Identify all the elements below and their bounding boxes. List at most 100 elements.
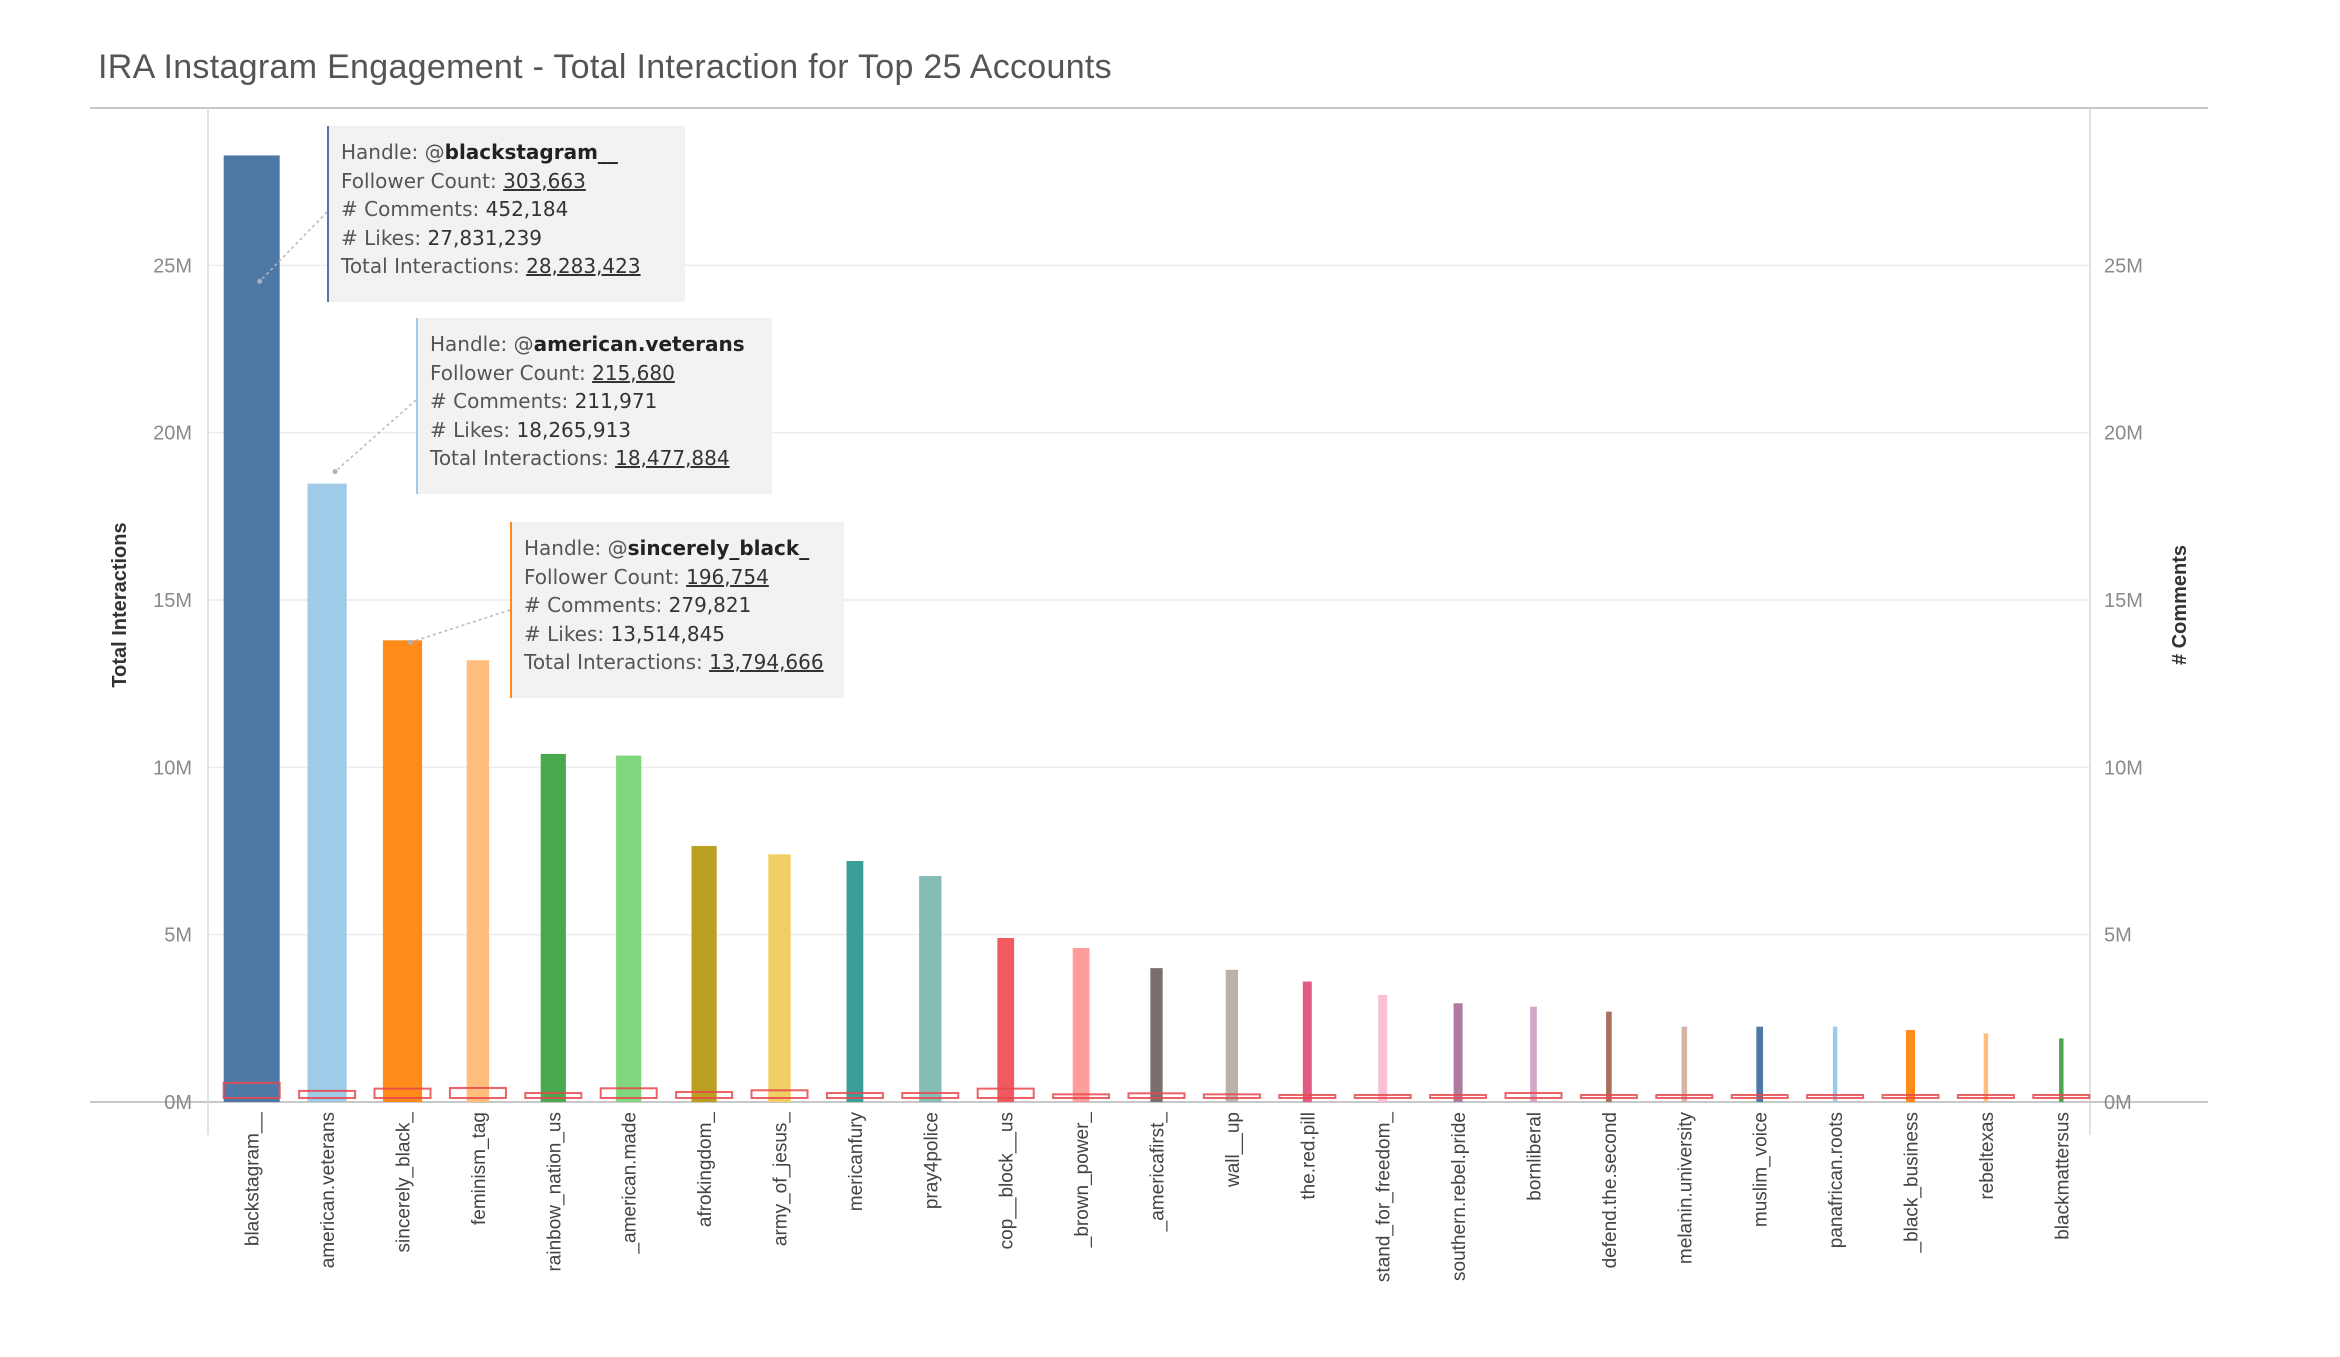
y2-tick-label: 0M [2104,1092,2132,1114]
tooltip-handle: blackstagram__ [444,140,618,164]
tooltip-likes-label: # Likes: [430,417,517,442]
tooltip-handle: sincerely_black_ [627,536,810,560]
bar-cop__block__us [997,938,1015,1102]
tooltip-handle-label: Handle: @ [524,536,628,560]
tooltip-comments-row: # Comments: 452,184 [341,195,669,224]
bar-pray4police [919,876,942,1102]
tooltip-total[interactable]: 28,283,423 [526,254,641,278]
comments-bar-_brown_power_ [1052,1093,1111,1099]
comments-bar-rebeltexas [1956,1094,2015,1099]
tooltip-followers-label: Follower Count: [341,168,504,193]
tooltip-followers-row: Follower Count: 215,680 [430,359,756,388]
tooltip-connector-dot [257,278,263,284]
bar-defend.the.second [1606,1011,1612,1102]
tooltip-connectors [257,211,511,645]
comments-bar-defend.the.second [1579,1094,1638,1099]
tooltip-comments-row: # Comments: 279,821 [524,591,828,620]
comments-bar-blackmattersus [2032,1094,2091,1099]
tooltip-connector-dot [408,639,413,645]
tooltip-connector [410,609,511,644]
category-label: blackstagram__ [243,1112,264,1247]
comments-bar-feminism_tag [448,1086,507,1099]
tooltip-likes-label: # Likes: [341,225,428,250]
bar-melanin.university [1681,1026,1688,1102]
tooltip-total-label: Total Interactions: [341,254,527,278]
tooltip-total[interactable]: 13,794,666 [709,650,824,674]
tooltip-followers-row: Follower Count: 303,663 [341,167,669,196]
category-label: sincerely_black_ [394,1112,415,1253]
comments-bar-bornliberal [1504,1091,1563,1100]
comments-bar-southern.rebel.pride [1429,1093,1488,1100]
tooltip-followers-row: Follower Count: 196,754 [524,563,828,592]
tooltip-total-row: Total Interactions: 18,477,884 [430,444,756,473]
comments-bar-cop__block__us [976,1087,1035,1099]
bar-blackstagram__ [223,155,280,1102]
tooltip-likes: 13,514,845 [610,621,726,646]
y-tick-label: 25M [153,255,192,277]
tooltip-handle-row: Handle: @american.veterans [430,330,756,359]
bar-army_of_jesus_ [768,854,791,1102]
bar-_brown_power_ [1072,948,1090,1102]
comments-bar-rainbow_nation_us [524,1091,583,1100]
bar-_americafirst_ [1150,968,1163,1102]
category-label: the.red.pill [1298,1112,1319,1200]
y2-tick-label: 25M [2104,255,2143,277]
bar-the.red.pill [1302,981,1312,1102]
category-label: stand_for_freedom_ [1374,1112,1395,1282]
category-label: defend.the.second [1600,1112,1621,1268]
tooltip-total[interactable]: 18,477,884 [615,446,730,470]
tooltip-connector-dot [332,469,338,475]
tooltip-total-row: Total Interactions: 13,794,666 [524,648,828,677]
tooltip-handle-label: Handle: @ [430,332,534,356]
bar-wall__up [1225,969,1239,1102]
tooltip-followers[interactable]: 303,663 [503,168,586,193]
tooltip-comments: 452,184 [485,197,569,221]
comments-bar-pray4police [901,1091,960,1100]
chart-frame [90,107,2208,1135]
tooltip-american-veterans: Handle: @american.veterans Follower Coun… [416,318,772,494]
comments-bar-mericanfury [825,1091,884,1100]
comments-bar-_black_business [1881,1093,1940,1100]
y2-axis-title: # Comments [2169,545,2191,665]
tooltip-blackstagram: Handle: @blackstagram__ Follower Count: … [327,126,685,302]
tooltip-followers[interactable]: 215,680 [592,360,675,385]
bar-muslim_voice [1756,1026,1764,1102]
tooltip-likes: 18,265,913 [516,417,632,442]
tooltip-comments-label: # Comments: [524,593,669,617]
comments-bar-army_of_jesus_ [750,1089,809,1100]
tooltip-accent-bar [416,318,418,494]
bars-total-interactions [223,155,2064,1103]
category-label: panafrican.roots [1826,1112,1847,1248]
bar-bornliberal [1530,1006,1537,1102]
comments-bar-_americafirst_ [1127,1092,1186,1099]
bar-rainbow_nation_us [540,753,566,1102]
bar-_black_business [1906,1030,1915,1102]
tooltip-followers-label: Follower Count: [524,564,687,589]
tooltip-handle-row: Handle: @sincerely_black_ [524,534,828,563]
tooltip-followers[interactable]: 196,754 [686,564,769,589]
bar-blackmattersus [2059,1038,2064,1102]
bar-sincerely_black_ [382,640,423,1102]
category-label: _black_business [1902,1112,1923,1253]
category-label: _american.made [620,1112,641,1255]
category-label: _americafirst_ [1148,1112,1169,1233]
category-label: muslim_voice [1751,1112,1772,1227]
category-label: rebeltexas [1977,1112,1998,1200]
category-label: rainbow_nation_us [544,1112,565,1272]
tooltip-total-label: Total Interactions: [430,446,616,470]
bar-feminism_tag [466,660,490,1102]
tooltip-comments-label: # Comments: [430,389,575,413]
comments-bar-the.red.pill [1278,1094,1337,1099]
tooltip-sincerely-black: Handle: @sincerely_black_ Follower Count… [510,522,844,698]
tooltip-likes: 27,831,239 [427,225,543,250]
bar-stand_for_freedom_ [1378,994,1388,1102]
bar-mericanfury [846,861,864,1102]
bar-southern.rebel.pride [1453,1003,1463,1102]
chart-title: IRA Instagram Engagement - Total Interac… [98,48,1112,86]
category-label: army_of_jesus_ [771,1112,792,1247]
tooltip-handle: american.veterans [533,332,745,356]
y-tick-label: 5M [164,925,192,947]
comments-bar-_american.made [599,1087,658,1100]
category-label: cop__block__us [997,1112,1018,1249]
comments-bar-muslim_voice [1730,1094,1789,1099]
